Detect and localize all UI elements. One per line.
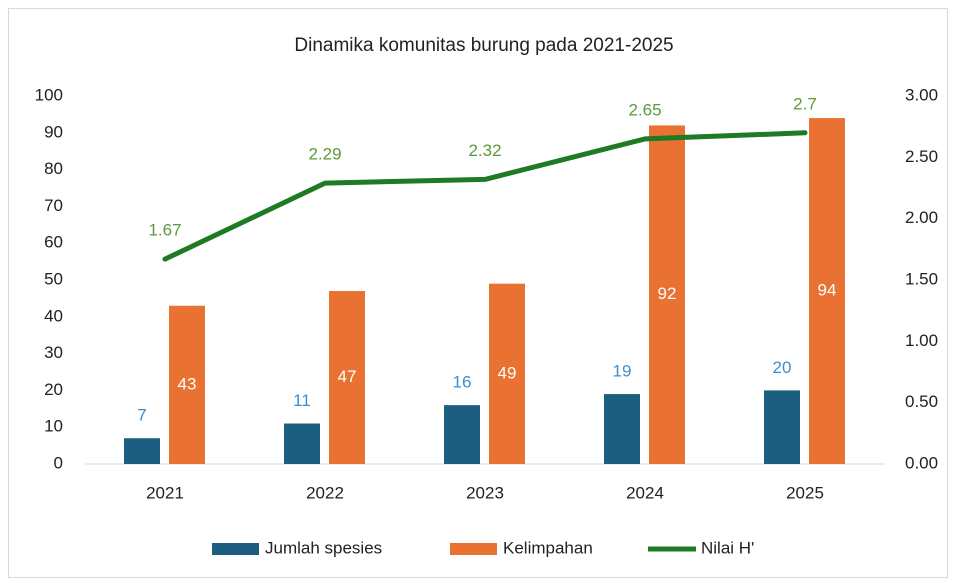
data-label: 2.32 (468, 141, 501, 160)
line (162, 130, 808, 262)
chart-title: Dinamika komunitas burung pada 2021-2025 (294, 35, 673, 56)
y-tick-label: 70 (44, 196, 63, 215)
data-label: 1.67 (148, 221, 181, 240)
bar (809, 118, 845, 464)
bar (649, 125, 685, 464)
data-label: 49 (498, 363, 517, 382)
data-label: 94 (818, 281, 837, 300)
data-label: 2.29 (308, 145, 341, 164)
legend-swatch (212, 543, 259, 555)
y-tick-label: 90 (44, 122, 63, 141)
data-label: 2.65 (628, 100, 661, 119)
legend-label: Kelimpahan (503, 538, 593, 557)
bar (444, 405, 480, 464)
x-tick-label: 2024 (626, 483, 664, 502)
bar (329, 291, 365, 464)
y2-tick-label: 2.00 (905, 208, 938, 227)
y2-tick-label: 1.00 (905, 331, 938, 350)
bar (764, 390, 800, 464)
data-label: 43 (178, 374, 197, 393)
chart-frame (8, 8, 948, 578)
y-tick-label: 40 (44, 306, 63, 325)
data-label: 92 (658, 284, 677, 303)
y-tick-label: 10 (44, 417, 63, 436)
data-label: 16 (453, 373, 472, 392)
data-label: 19 (613, 362, 632, 381)
bar (284, 423, 320, 464)
x-tick-label: 2021 (146, 483, 184, 502)
legend-swatch (450, 543, 497, 555)
data-label: 7 (137, 406, 146, 425)
legend-label: Jumlah spesies (265, 538, 382, 557)
bar (489, 283, 525, 464)
y2-tick-label: 3.00 (905, 85, 938, 104)
bar (124, 438, 160, 464)
x-tick-label: 2025 (786, 483, 824, 502)
data-label: 2.7 (793, 94, 817, 113)
y-tick-label: 20 (44, 380, 63, 399)
bar (169, 305, 205, 464)
x-tick-label: 2022 (306, 483, 344, 502)
y-tick-label: 0 (54, 453, 63, 472)
y-tick-label: 80 (44, 159, 63, 178)
data-label: 47 (338, 367, 357, 386)
data-label: 20 (773, 358, 792, 377)
y2-tick-label: 1.50 (905, 269, 938, 288)
y-tick-label: 50 (44, 269, 63, 288)
y-tick-label: 60 (44, 233, 63, 252)
legend-label: Nilai H' (701, 538, 754, 557)
y-tick-label: 100 (35, 85, 63, 104)
y2-tick-label: 0.00 (905, 453, 938, 472)
y-tick-label: 30 (44, 343, 63, 362)
data-label: 11 (293, 391, 311, 410)
x-tick-label: 2023 (466, 483, 504, 502)
y2-tick-label: 0.50 (905, 392, 938, 411)
y2-tick-label: 2.50 (905, 147, 938, 166)
bar (604, 394, 640, 464)
